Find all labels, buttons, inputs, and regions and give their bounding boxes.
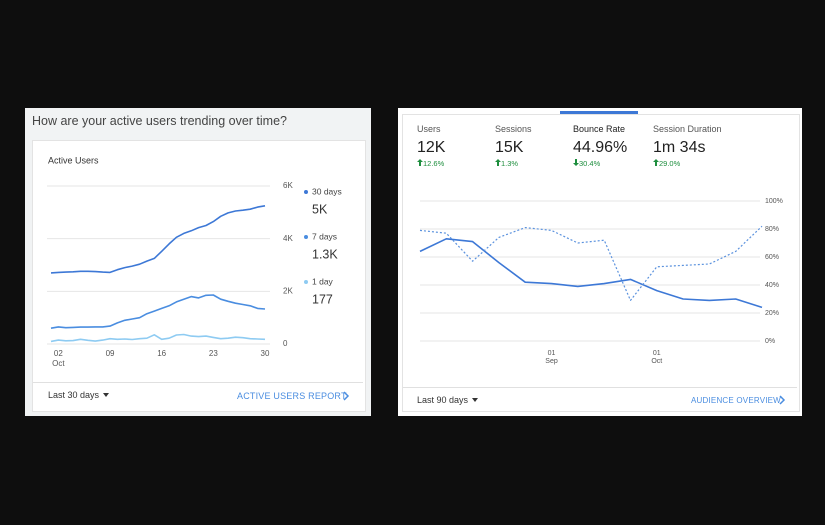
metric-tab[interactable]: Sessions 15K 1.3% bbox=[495, 124, 532, 168]
metric-label: Users bbox=[417, 124, 441, 134]
metric-value: 15K bbox=[495, 139, 524, 156]
up-arrow bbox=[495, 159, 501, 166]
metric-change-text: 29.0% bbox=[659, 159, 681, 168]
metric-change-text: 12.6% bbox=[423, 159, 445, 168]
metric-value: 44.96% bbox=[573, 139, 628, 156]
chevron[interactable] bbox=[778, 395, 786, 405]
metric-tab[interactable]: Bounce Rate 44.96% 30.4% bbox=[573, 124, 627, 168]
metric-change: 30.4% bbox=[573, 159, 627, 168]
date-range-text[interactable]: Last 90 days bbox=[417, 395, 469, 405]
date-range-text[interactable]: Last 30 days bbox=[48, 390, 100, 400]
metric-change: 1.3% bbox=[495, 159, 532, 168]
divider bbox=[33, 382, 363, 383]
down-arrow bbox=[573, 159, 579, 166]
divider bbox=[403, 387, 797, 388]
metric-change-text: 30.4% bbox=[579, 159, 601, 168]
metric-change: 12.6% bbox=[417, 159, 445, 168]
metric-change-text: 1.3% bbox=[501, 159, 519, 168]
dropdown-icon[interactable] bbox=[471, 397, 479, 403]
metric-label: Sessions bbox=[495, 124, 532, 134]
card-title: How are your active users trending over … bbox=[32, 114, 287, 128]
report-link[interactable]: ACTIVE USERS REPORT bbox=[237, 391, 347, 401]
date-range[interactable]: Last 90 days bbox=[417, 395, 479, 405]
inner-card bbox=[402, 114, 800, 412]
metric-label: Bounce Rate bbox=[573, 124, 626, 134]
selected-tab-indicator bbox=[560, 111, 638, 114]
metric-tab[interactable]: Session Duration 1m 34s 29.0% bbox=[653, 124, 722, 168]
date-range[interactable]: Last 30 days bbox=[48, 390, 110, 400]
metric-tab[interactable]: Users 12K 12.6% bbox=[417, 124, 445, 168]
chevron[interactable] bbox=[342, 391, 350, 401]
right-card: Users 12K 12.6% Sessions 15K 1.3% Bounce… bbox=[398, 108, 802, 416]
up-arrow bbox=[417, 159, 423, 166]
left-card: How are your active users trending over … bbox=[25, 108, 371, 416]
metric-value: 1m 34s bbox=[653, 139, 706, 156]
inner-card bbox=[32, 140, 366, 412]
metric-change: 29.0% bbox=[653, 159, 722, 168]
metric-label: Session Duration bbox=[653, 124, 722, 134]
up-arrow bbox=[653, 159, 659, 166]
overview-link[interactable]: AUDIENCE OVERVIEW bbox=[691, 396, 781, 405]
metric-value: 12K bbox=[417, 139, 446, 156]
dropdown-icon[interactable] bbox=[102, 392, 110, 398]
